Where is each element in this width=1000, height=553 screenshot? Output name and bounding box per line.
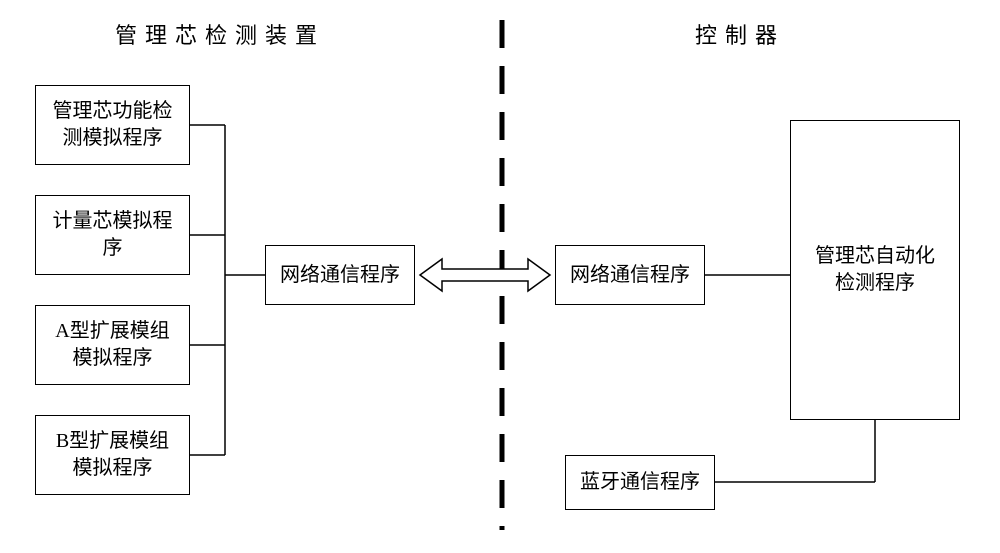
node-net-left-label: 网络通信程序 — [280, 262, 400, 289]
node-bt: 蓝牙通信程序 — [565, 455, 715, 510]
node-sim-b: B型扩展模组模拟程序 — [35, 415, 190, 495]
node-bt-label: 蓝牙通信程序 — [580, 469, 700, 496]
node-sim-a-label: A型扩展模组模拟程序 — [55, 318, 169, 372]
title-left-text: 管理芯检测装置 — [115, 23, 325, 48]
node-sim-a: A型扩展模组模拟程序 — [35, 305, 190, 385]
title-right-text: 控制器 — [695, 23, 785, 48]
diagram-canvas: 管理芯检测装置 控制器 管理芯功能检测模拟程序 计量芯模拟程序 A型扩展模组模拟… — [0, 0, 1000, 553]
node-sim-func: 管理芯功能检测模拟程序 — [35, 85, 190, 165]
title-left: 管理芯检测装置 — [90, 18, 350, 50]
node-auto: 管理芯自动化检测程序 — [790, 120, 960, 420]
node-sim-meter: 计量芯模拟程序 — [35, 195, 190, 275]
node-auto-label: 管理芯自动化检测程序 — [815, 243, 935, 297]
node-net-right-label: 网络通信程序 — [570, 262, 690, 289]
node-sim-b-label: B型扩展模组模拟程序 — [56, 428, 169, 482]
node-sim-meter-label: 计量芯模拟程序 — [53, 208, 173, 262]
node-sim-func-label: 管理芯功能检测模拟程序 — [53, 98, 173, 152]
node-net-right: 网络通信程序 — [555, 245, 705, 305]
node-net-left: 网络通信程序 — [265, 245, 415, 305]
title-right: 控制器 — [640, 18, 840, 50]
